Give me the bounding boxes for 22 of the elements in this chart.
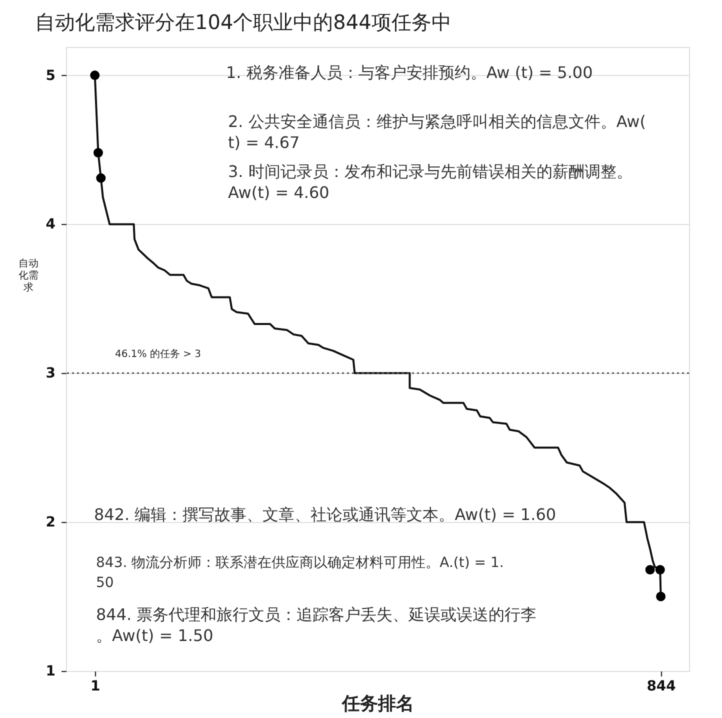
point <box>655 564 665 574</box>
y-tick-label: 4 <box>46 216 56 233</box>
annotation: 843. 物流分析师：联系潜在供应商以确定材料可用性。A.(t) = 1.50 <box>96 555 504 591</box>
y-tick-label: 3 <box>46 366 56 382</box>
annotation: 844. 票务代理和旅行文员：追踪客户丢失、延误或误送的行李。Aw(t) = 1.50 <box>96 605 537 645</box>
point <box>656 592 666 602</box>
x-axis-title: 任务排名 <box>341 694 414 714</box>
y-axis-title: 自动化需求 <box>18 258 38 294</box>
point <box>96 173 106 183</box>
chart-title: 自动化需求评分在104个职业中的844项任务中 <box>35 10 452 34</box>
point <box>93 148 103 158</box>
ref-line-label: 46.1% 的任务 > 3 <box>115 348 202 360</box>
annotation: 2. 公共安全通信员：维护与紧急呼叫相关的信息文件。Aw(t) = 4.67 <box>228 112 646 152</box>
point <box>90 70 100 80</box>
annotation: 842. 编辑：撰写故事、文章、社论或通讯等文本。Aw(t) = 1.60 <box>94 505 556 524</box>
y-tick-label: 5 <box>46 68 56 84</box>
annotation: 1. 税务准备人员：与客户安排预约。Aw (t) = 5.00 <box>226 63 593 82</box>
y-tick-label: 1 <box>46 664 56 680</box>
y-tick-label: 2 <box>46 514 56 531</box>
annotation: 3. 时间记录员：发布和记录与先前错误相关的薪酬调整。Aw(t) = 4.60 <box>228 162 632 202</box>
point <box>645 564 655 574</box>
x-tick-label: 844 <box>646 678 676 694</box>
